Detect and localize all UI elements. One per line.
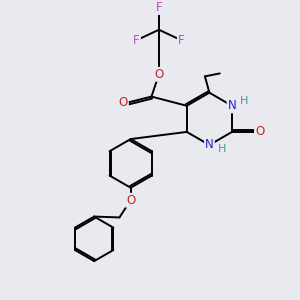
Text: O: O xyxy=(118,96,128,109)
Text: F: F xyxy=(133,34,140,47)
Text: N: N xyxy=(205,139,214,152)
Text: O: O xyxy=(126,194,135,207)
Text: H: H xyxy=(240,96,249,106)
Text: F: F xyxy=(178,34,184,47)
Text: F: F xyxy=(156,1,162,14)
Text: H: H xyxy=(218,144,226,154)
Text: N: N xyxy=(228,99,236,112)
Text: O: O xyxy=(255,125,264,138)
Text: O: O xyxy=(154,68,164,81)
